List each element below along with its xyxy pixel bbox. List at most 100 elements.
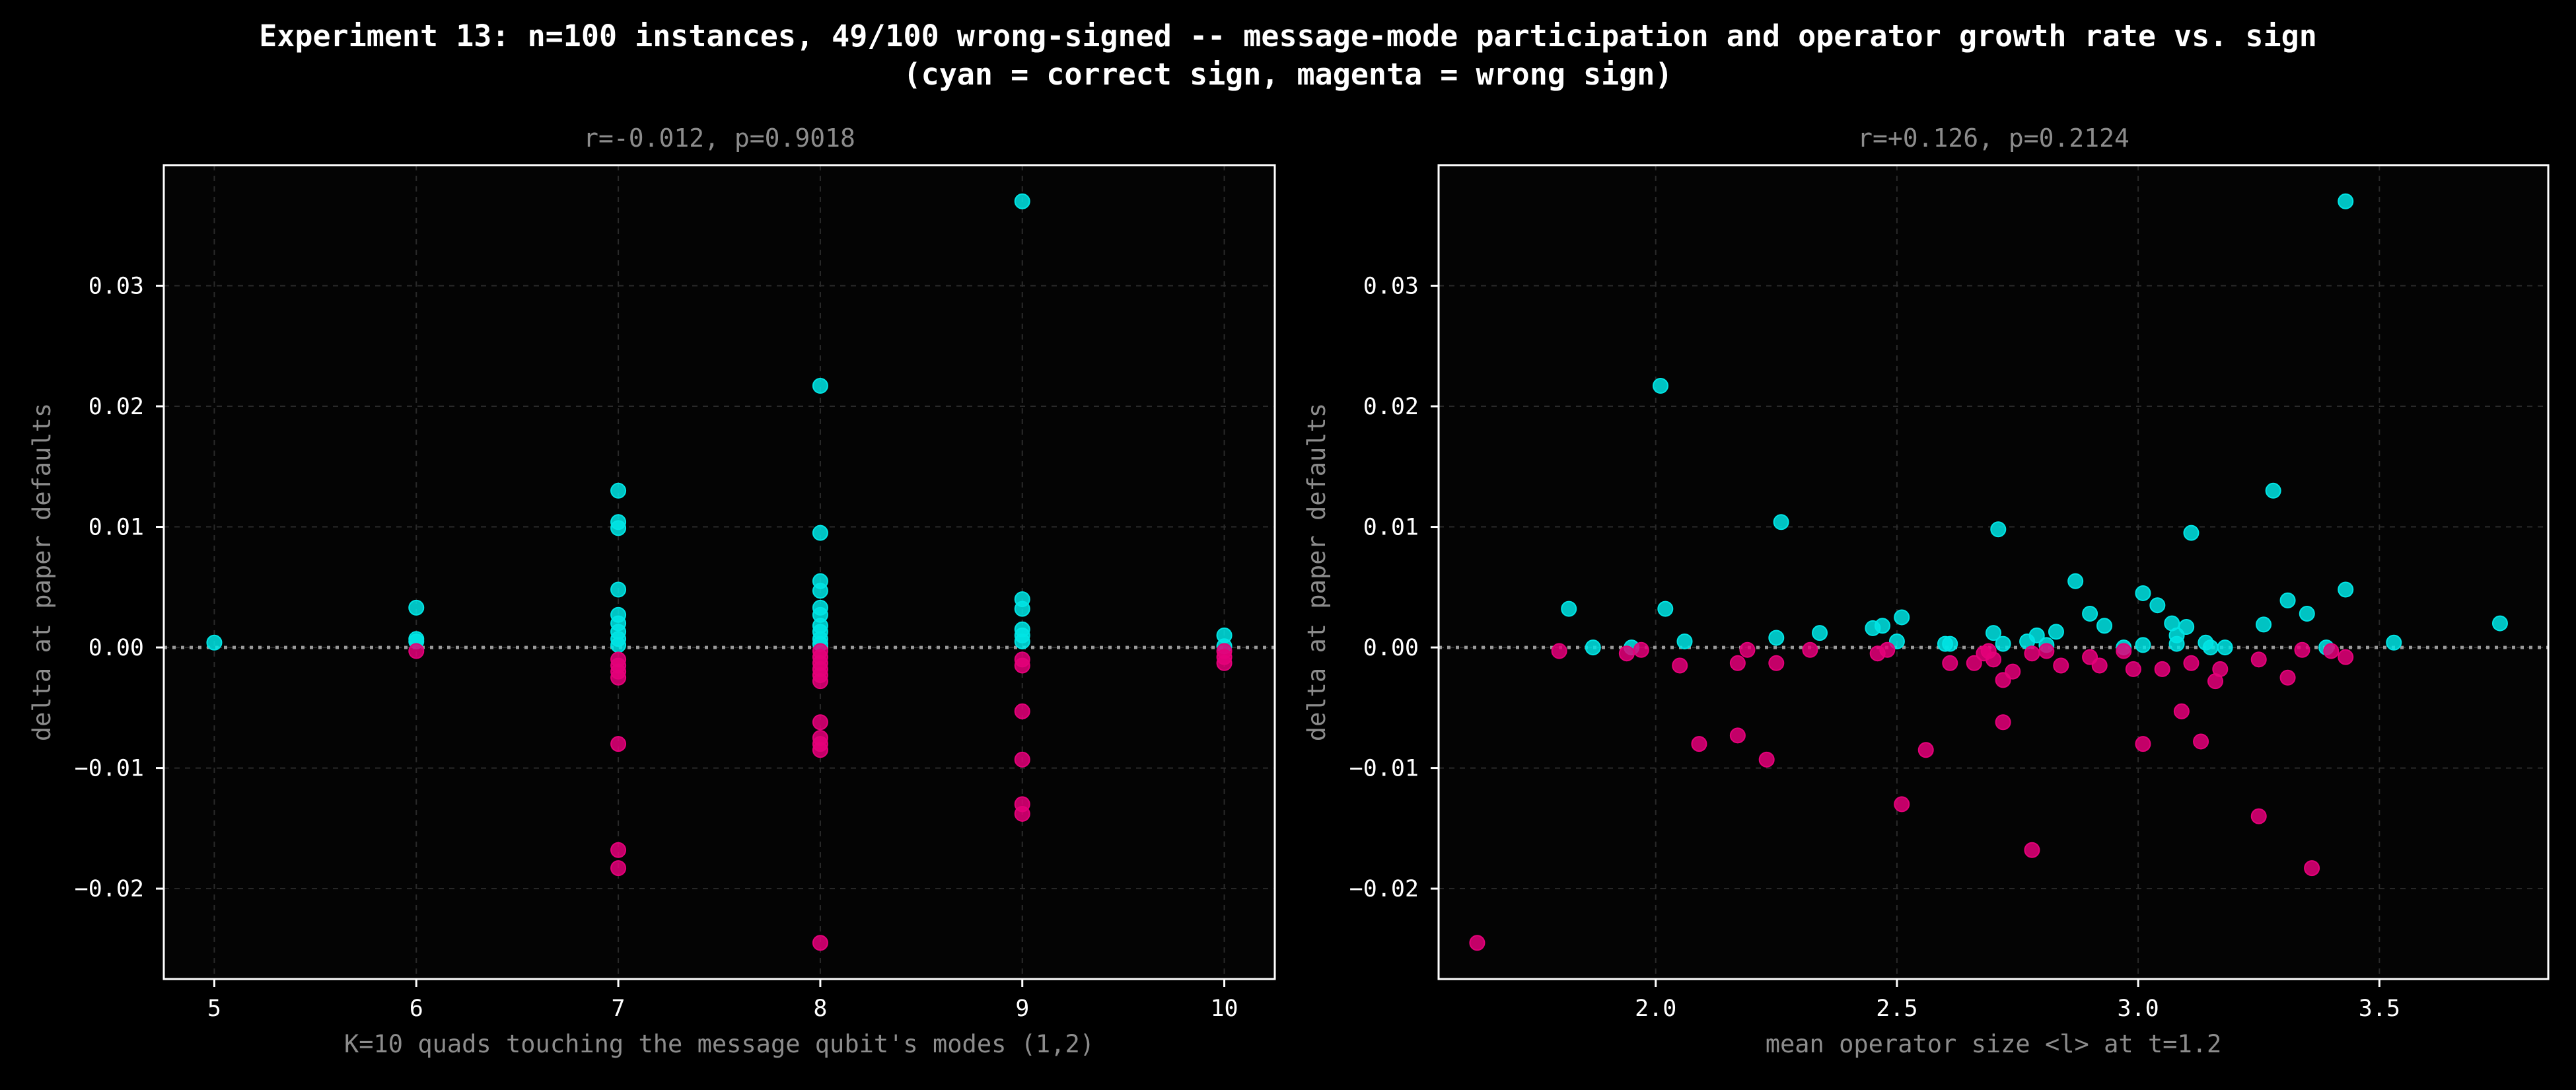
panel2-axes-frame (1437, 164, 2550, 980)
panel1-correct-point (812, 525, 828, 541)
panel2-correct-point (1812, 625, 1828, 641)
panel1-wrong-point (812, 742, 828, 758)
panel2-correct-point (2256, 616, 2272, 633)
panel1-wrong-point (812, 714, 828, 731)
panel2-wrong-point (2116, 643, 2132, 659)
panel2-plot-area (1439, 165, 2548, 979)
panel1-correct-point (206, 634, 223, 651)
panel2-wrong-point (1966, 655, 1982, 671)
panel2-y-tick-label: −0.02 (1349, 876, 1419, 902)
panel1-y-axis-label: delta at paper defaults (28, 403, 56, 741)
panel1-correct-point (610, 482, 627, 499)
panel2-wrong-point (1633, 641, 1649, 658)
panel2-correct-point (2279, 592, 2296, 608)
panel2-correct-point (2135, 585, 2151, 601)
panel2-wrong-point (2154, 661, 2170, 677)
panel2-wrong-point (2053, 657, 2069, 674)
panel2-correct-point (1773, 514, 1789, 530)
panel1-correct-point (610, 581, 627, 598)
panel2-correct-point (1942, 636, 1958, 652)
panel2-wrong-point (1917, 742, 1934, 758)
panel2-x-tick-label: 3.5 (2359, 996, 2400, 1022)
figure-title-line1: Experiment 13: n=100 instances, 49/100 w… (259, 18, 2317, 54)
panel1-axes-frame (162, 164, 1276, 980)
figure-title-line2: (cyan = correct sign, magenta = wrong si… (903, 57, 1673, 92)
panel2-y-tick-label: 0.02 (1363, 394, 1419, 420)
panel2-y-tick-label: −0.01 (1349, 756, 1419, 782)
panel2-correct-point (2149, 597, 2166, 614)
panel1-wrong-point (610, 736, 627, 752)
panel2-y-tick-label: 0.01 (1363, 515, 1419, 541)
panel2-correct-point (1894, 609, 1910, 626)
panel1-correct-point (1014, 633, 1030, 649)
panel1-wrong-point (1014, 805, 1030, 822)
panel1-x-tick-label: 9 (1015, 996, 1029, 1022)
panel1-wrong-point (610, 860, 627, 877)
panel2-correct-point (2178, 619, 2195, 636)
panel1-subplot-title: r=-0.012, p=0.9018 (583, 124, 855, 153)
panel1-wrong-point (1014, 751, 1030, 768)
panel1-wrong-point (610, 669, 627, 686)
panel2-x-tick-label: 2.5 (1876, 996, 1917, 1022)
panel1-wrong-point (1014, 703, 1030, 719)
panel2-wrong-point (1618, 645, 1635, 662)
panel2-wrong-point (2250, 808, 2267, 824)
panel2-wrong-point (1758, 751, 1775, 768)
panel2-wrong-point (2024, 842, 2040, 858)
panel2-correct-point (2067, 573, 2084, 589)
panel2-x-tick-label: 2.0 (1635, 996, 1676, 1022)
panel1-x-tick-label: 7 (612, 996, 626, 1022)
panel1-x-tick-label: 5 (207, 996, 221, 1022)
panel1-correct-point (812, 378, 828, 394)
panel2-wrong-point (2125, 661, 2141, 677)
panel2-y-tick-label: 0.03 (1363, 273, 1419, 300)
panel1-x-tick-label: 6 (410, 996, 423, 1022)
panel1-correct-point (610, 520, 627, 536)
panel2-correct-point (2048, 624, 2064, 640)
panel2-correct-point (2183, 525, 2200, 541)
panel2-correct-point (1585, 639, 1601, 656)
panel2-wrong-point (2323, 643, 2340, 659)
panel2-wrong-point (1802, 641, 1818, 658)
panel2-correct-point (2299, 605, 2315, 622)
panel1-x-tick-label: 8 (813, 996, 827, 1022)
panel2-correct-point (2217, 639, 2233, 656)
panel1-correct-point (610, 637, 627, 653)
panel2-wrong-point (2279, 669, 2296, 686)
panel2-correct-point (1561, 600, 1577, 617)
panel1-y-tick-label: 0.01 (89, 515, 144, 541)
panel1-y-tick-label: 0.03 (89, 273, 144, 300)
panel2-wrong-point (2212, 661, 2229, 677)
panel1-y-tick-label: −0.02 (75, 876, 144, 902)
panel2-y-axis-label: delta at paper defaults (1303, 403, 1331, 741)
panel1-correct-point (1014, 193, 1030, 209)
panel2-subplot-title: r=+0.126, p=0.2124 (1857, 124, 2129, 153)
panel2-wrong-point (1739, 641, 1756, 658)
panel1-y-tick-label: 0.02 (89, 394, 144, 420)
panel2-y-tick-label: 0.00 (1363, 635, 1419, 661)
panel2-wrong-point (2294, 641, 2310, 658)
panel2-correct-point (1990, 521, 2007, 538)
panel2-correct-point (2135, 637, 2151, 653)
panel2-wrong-point (2038, 643, 2055, 659)
panel2-wrong-point (1672, 657, 1688, 674)
panel1-y-tick-label: −0.01 (75, 756, 144, 782)
panel2-wrong-point (1768, 655, 1785, 671)
panel2-wrong-point (2091, 657, 2108, 674)
panel2-correct-point (1657, 600, 1674, 617)
panel1-x-axis-label: K=10 quads touching the message qubit's … (344, 1030, 1094, 1058)
panel2-correct-point (1995, 636, 2011, 652)
panel2-correct-point (2168, 636, 2185, 652)
panel2-correct-point (1875, 618, 1890, 634)
panel2-correct-point (2386, 634, 2402, 651)
panel2-correct-point (2202, 639, 2219, 656)
panel1-wrong-point (812, 673, 828, 690)
panel2-wrong-point (2193, 733, 2209, 750)
panel1-wrong-point (1014, 657, 1030, 674)
panel2-correct-point (1986, 625, 2001, 641)
panel2-wrong-point (2250, 651, 2267, 668)
panel2-correct-point (2491, 615, 2508, 632)
panel2-correct-point (2082, 605, 2098, 622)
panel2-correct-point (2265, 482, 2281, 499)
